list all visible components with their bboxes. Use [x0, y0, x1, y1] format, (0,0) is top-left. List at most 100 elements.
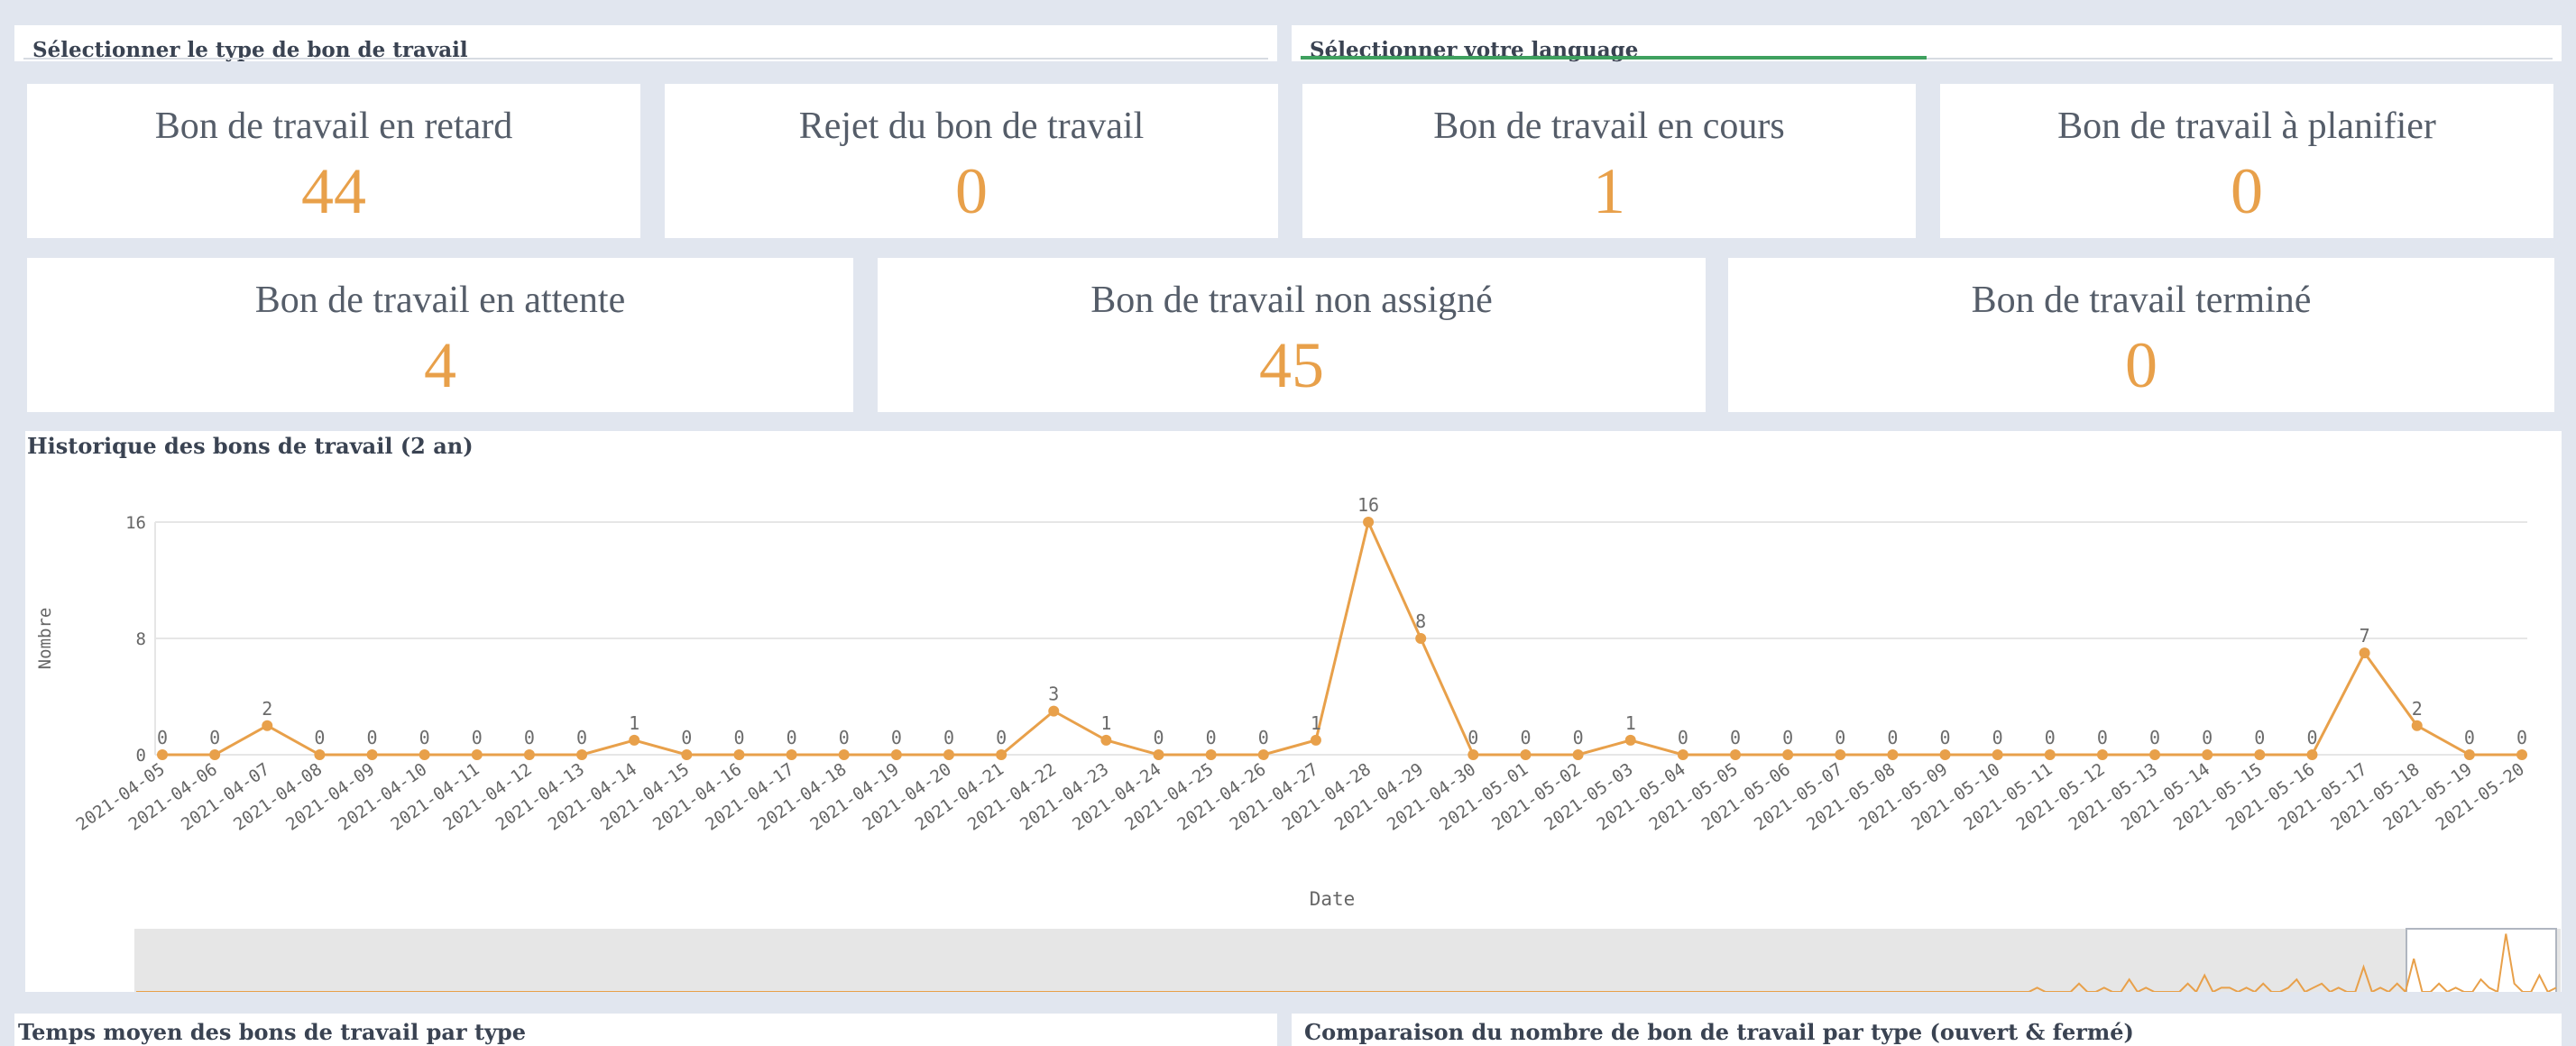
x-tick-label: 2021-04-05: [73, 759, 169, 835]
data-point[interactable]: [996, 749, 1007, 760]
y-axis-title: Nombre: [35, 608, 55, 670]
data-label: 0: [157, 727, 168, 748]
kpi-completed-work-orders[interactable]: Bon de travail terminé 0: [1728, 258, 2554, 412]
data-point[interactable]: [1205, 749, 1217, 760]
data-point[interactable]: [262, 720, 273, 731]
data-point[interactable]: [1887, 749, 1899, 760]
data-point[interactable]: [419, 749, 430, 760]
data-point[interactable]: [576, 749, 588, 760]
data-point[interactable]: [1363, 517, 1375, 528]
data-point[interactable]: [314, 749, 326, 760]
data-point[interactable]: [209, 749, 221, 760]
data-label: 0: [996, 727, 1007, 748]
comparison-title: Comparaison du nombre de bon de travail …: [1304, 1019, 2134, 1045]
kpi-unassigned-work-orders[interactable]: Bon de travail non assigné 45: [878, 258, 1706, 412]
data-label: 0: [1258, 727, 1269, 748]
kpi-to-plan-work-orders[interactable]: Bon de travail à planifier 0: [1940, 84, 2553, 238]
data-point[interactable]: [471, 749, 483, 760]
data-label: 1: [1100, 712, 1111, 734]
data-point[interactable]: [1572, 749, 1584, 760]
kpi-in-progress-work-orders[interactable]: Bon de travail en cours 1: [1302, 84, 1916, 238]
data-point[interactable]: [890, 749, 902, 760]
history-chart-title: Historique des bons de travail (2 an): [27, 433, 474, 459]
data-point[interactable]: [943, 749, 954, 760]
kpi-pending-work-orders[interactable]: Bon de travail en attente 4: [27, 258, 853, 412]
data-point[interactable]: [2516, 749, 2527, 760]
data-point[interactable]: [2463, 749, 2475, 760]
data-point[interactable]: [1100, 734, 1112, 746]
kpi-rejected-work-orders[interactable]: Rejet du bon de travail 0: [665, 84, 1278, 238]
data-point[interactable]: [2149, 749, 2161, 760]
kpi-title: Bon de travail terminé: [1971, 280, 2312, 321]
data-point[interactable]: [1782, 749, 1794, 760]
kpi-late-work-orders[interactable]: Bon de travail en retard 44: [27, 84, 640, 238]
data-label: 0: [2097, 727, 2108, 748]
kpi-value: 4: [424, 329, 456, 401]
data-label: 0: [839, 727, 850, 748]
data-point[interactable]: [523, 749, 535, 760]
data-point[interactable]: [681, 749, 693, 760]
data-point[interactable]: [1048, 705, 1060, 717]
data-label: 0: [524, 727, 535, 748]
history-line-chart[interactable]: 0 8 16 Nombre Date 0 0 2 0 0 0 0 0 0 1 0 0 0 0 0 0 0 3 1 0 0 0 1 16…: [25, 431, 2562, 992]
data-label: 0: [787, 727, 797, 748]
range-selection-window[interactable]: [2406, 928, 2557, 992]
data-point[interactable]: [1520, 749, 1532, 760]
data-label: 0: [2202, 727, 2213, 748]
data-point[interactable]: [838, 749, 850, 760]
data-label: 0: [1887, 727, 1898, 748]
data-point[interactable]: [1677, 749, 1688, 760]
data-point[interactable]: [2306, 749, 2318, 760]
data-point[interactable]: [733, 749, 745, 760]
data-label: 0: [681, 727, 692, 748]
data-label: 0: [2045, 727, 2056, 748]
language-selector[interactable]: Sélectionner votre language: [1292, 25, 2562, 62]
data-point[interactable]: [1415, 633, 1427, 644]
y-tick-label: 0: [136, 746, 146, 766]
navigator-series-line: [136, 933, 2557, 992]
data-label: 0: [1154, 727, 1164, 748]
series-line: [162, 518, 2522, 757]
data-point[interactable]: [2096, 749, 2108, 760]
selector-underline: [1301, 58, 2553, 60]
data-point[interactable]: [1310, 734, 1321, 746]
kpi-title: Bon de travail en cours: [1433, 106, 1785, 147]
data-point[interactable]: [786, 749, 797, 760]
comparison-panel: Comparaison du nombre de bon de travail …: [1292, 1014, 2562, 1046]
data-point[interactable]: [2254, 749, 2266, 760]
data-point[interactable]: [1992, 749, 2003, 760]
data-label: 0: [1573, 727, 1584, 748]
data-point[interactable]: [1624, 734, 1636, 746]
data-label: 0: [367, 727, 378, 748]
data-point[interactable]: [2044, 749, 2056, 760]
data-point[interactable]: [2359, 647, 2370, 659]
data-label: 16: [1357, 494, 1379, 516]
data-label: 0: [1206, 727, 1217, 748]
data-point[interactable]: [1835, 749, 1846, 760]
data-point[interactable]: [157, 749, 168, 760]
kpi-value: 0: [955, 155, 988, 227]
data-point[interactable]: [1257, 749, 1269, 760]
data-label: 0: [2306, 727, 2317, 748]
data-point[interactable]: [1939, 749, 1951, 760]
data-point[interactable]: [366, 749, 378, 760]
data-label: 1: [1625, 712, 1636, 734]
data-point[interactable]: [1467, 749, 1479, 760]
y-tick-label: 16: [125, 513, 146, 533]
data-point[interactable]: [629, 734, 640, 746]
kpi-title: Bon de travail à planifier: [2057, 106, 2436, 147]
data-label: 0: [733, 727, 744, 748]
range-navigator[interactable]: [134, 929, 2561, 992]
data-label: 3: [1048, 684, 1059, 705]
data-label: 8: [1415, 610, 1426, 632]
work-order-type-selector[interactable]: Sélectionner le type de bon de travail: [14, 25, 1277, 62]
kpi-value: 45: [1259, 329, 1324, 401]
data-point[interactable]: [1153, 749, 1164, 760]
kpi-value: 44: [301, 155, 366, 227]
data-label: 0: [209, 727, 220, 748]
data-label: 0: [1678, 727, 1688, 748]
data-point[interactable]: [1730, 749, 1741, 760]
data-label: 0: [472, 727, 483, 748]
data-point[interactable]: [2411, 720, 2423, 731]
data-point[interactable]: [2202, 749, 2213, 760]
